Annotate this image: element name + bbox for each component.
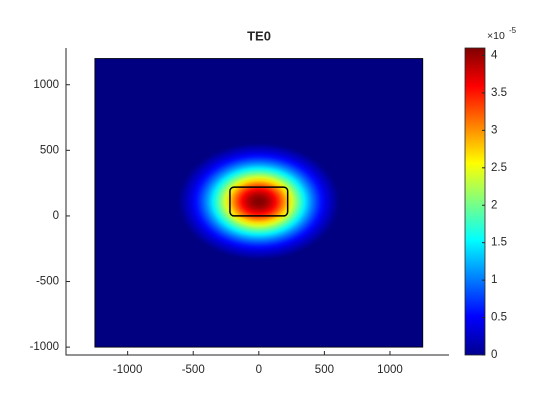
colorbar-tick-label: 1.5 bbox=[491, 237, 507, 249]
colorbar-tick-label: 4 bbox=[491, 50, 498, 62]
x-tick-label: 1000 bbox=[377, 364, 403, 376]
waveguide bbox=[229, 186, 289, 217]
y-tick-label: 500 bbox=[40, 144, 59, 156]
y-tick-label: 1000 bbox=[33, 79, 59, 91]
colorbar-tick-label: 0.5 bbox=[491, 312, 507, 324]
colorbar-tick-label: 3 bbox=[491, 124, 497, 136]
colorbar-exponent-power: -5 bbox=[509, 26, 517, 35]
x-tick-label: 500 bbox=[315, 364, 334, 376]
colorbar-tick-label: 0 bbox=[491, 349, 497, 361]
y-tick-label: -1000 bbox=[30, 341, 59, 353]
y-tick-label: 0 bbox=[53, 210, 59, 222]
colorbar-exponent: ×10 bbox=[487, 30, 505, 42]
colorbar-tick-label: 2.5 bbox=[491, 162, 507, 174]
field-peak bbox=[175, 140, 343, 263]
colorbar bbox=[464, 47, 486, 356]
colorbar-tick-label: 2 bbox=[491, 199, 497, 211]
x-tick-label: 0 bbox=[256, 364, 262, 376]
x-tick-label: -1000 bbox=[113, 364, 142, 376]
y-tick-label: -500 bbox=[36, 276, 59, 288]
x-tick-label: -500 bbox=[182, 364, 205, 376]
colorbar-tick-label: 1 bbox=[491, 274, 497, 286]
chart-title: TE0 bbox=[247, 28, 271, 43]
colorbar-tick-label: 3.5 bbox=[491, 87, 507, 99]
